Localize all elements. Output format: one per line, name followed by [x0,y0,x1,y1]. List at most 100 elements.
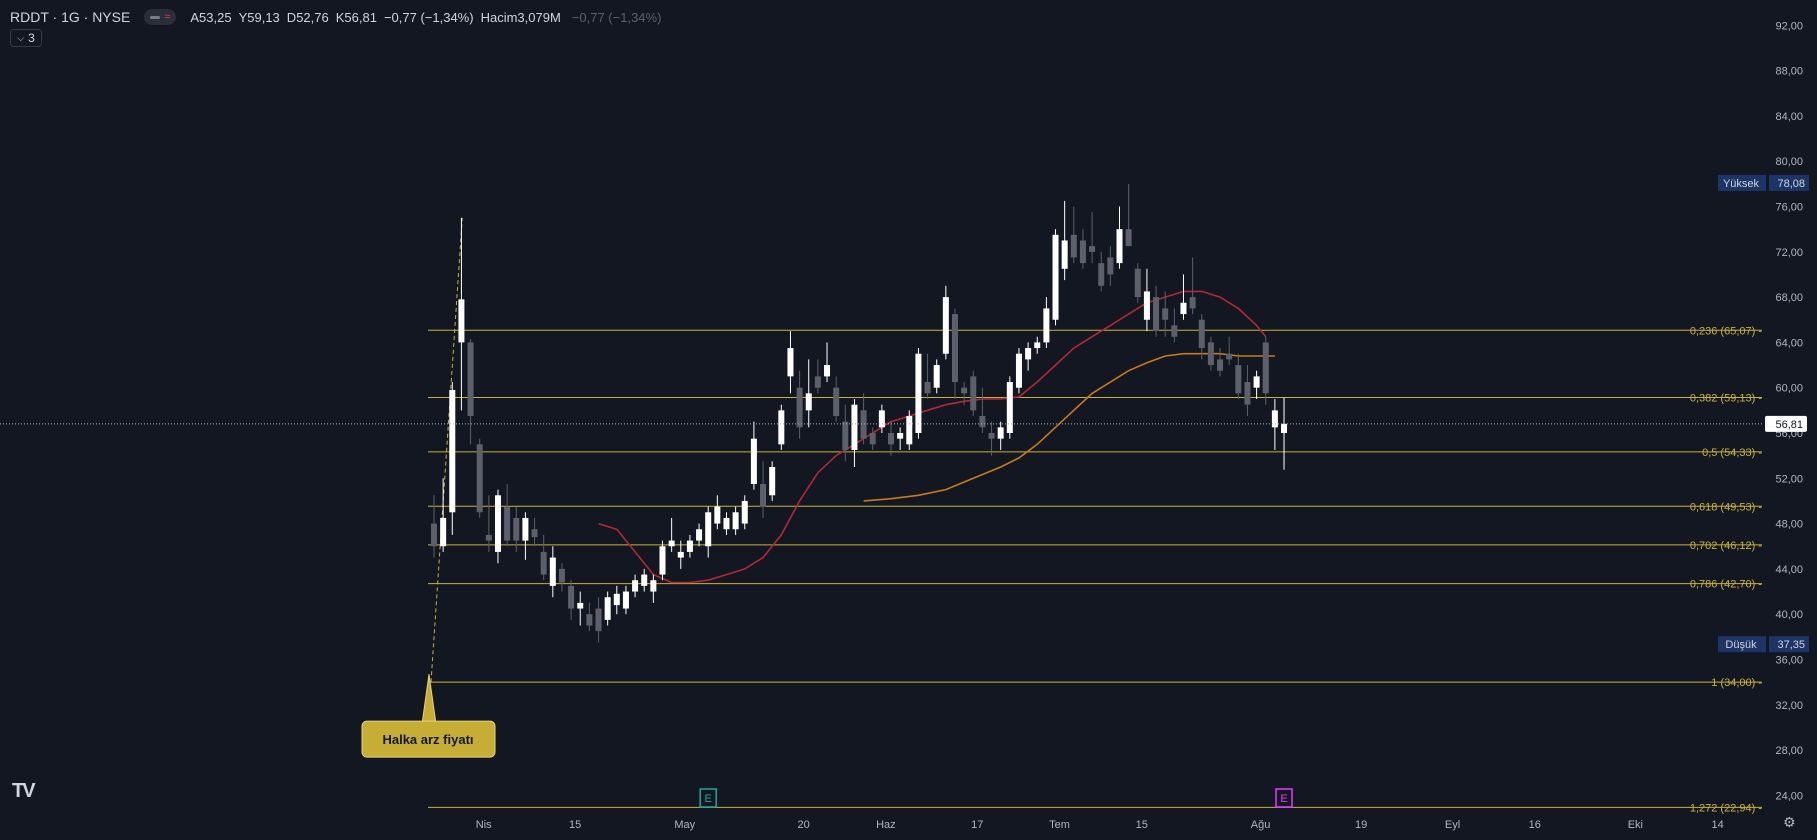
candle [924,353,931,400]
candle-body [924,382,931,394]
candle-body [906,416,913,445]
candle-body [1180,302,1187,315]
candle-body [549,557,556,586]
fibonacci-levels[interactable]: 0,236 (65,07) - 0,382 (59,13) - 0,5 (54,33… [428,325,1762,814]
candle-body [595,608,602,632]
gear-icon[interactable]: ⚙ [1783,814,1796,830]
last-price-bg [1765,415,1807,432]
candle-body [494,495,501,552]
earnings-marker[interactable]: E [699,788,717,808]
price-axis[interactable]: 24,00 28,00 32,00 36,00 40,00 44,00 48,00 52,00… [1775,20,1803,802]
candle-body [467,342,474,417]
candle-body [1098,263,1105,286]
candle-body [1281,423,1288,433]
candles [431,183,1288,643]
candle [869,427,876,450]
ipo-trendline[interactable] [430,217,463,683]
candle-body [1235,365,1242,394]
candle-body [1153,297,1160,332]
ipo-trendline-line[interactable] [430,217,463,683]
candle [558,563,565,592]
candle [778,404,785,450]
candle [1207,336,1214,371]
candle [1015,348,1022,394]
candle [1098,251,1105,292]
candle-body [851,404,858,450]
candle-body [522,517,529,541]
last-price-marker: 56,81 [1765,415,1807,432]
candle-body [769,466,776,496]
high-marker-label-bg [1718,174,1766,191]
candle-body [577,602,584,609]
last-price-value: 56,81 [1775,419,1803,431]
candle-body [1244,382,1251,405]
low-marker-value-bg [1769,636,1809,653]
candle [1226,336,1233,366]
price-tick-label: 40,00 [1775,609,1803,621]
candle-body [760,483,767,507]
minus-icon [150,15,161,19]
candle-body [1034,342,1041,349]
candle [988,421,995,456]
candle-body [1271,410,1278,428]
candle-body [1143,291,1150,320]
candle [668,517,675,552]
candle [1025,342,1032,371]
time-axis[interactable]: Nis 15 May 20 Haz 17 Tem 15 Ağu 19 Eyl 16 Eki 14 [476,819,1724,831]
candle-body [632,580,639,592]
low-value: 52,76 [296,9,329,25]
candle [760,461,767,518]
close-value: 56,81 [344,9,377,25]
earnings-marker[interactable]: E [1275,788,1293,808]
candle [714,495,721,530]
candle-body [531,529,538,538]
candle [1079,229,1086,269]
tradingview-logo-icon[interactable]: TV [12,780,36,802]
candle [659,540,666,581]
candle [933,359,940,394]
symbol-title[interactable]: RDDT · 1G · NYSE [10,9,131,25]
candle-body [988,433,995,439]
candle-body [568,585,575,609]
candle-body [1015,353,1022,388]
change-value: −0,77 (−1,34%) [383,9,474,25]
candle [897,427,904,450]
fib-level-label: 0,382 (59,13) - [1690,393,1762,405]
candle-body [449,389,456,513]
candle-body [1162,308,1169,320]
candle-body [732,512,739,530]
candle-body [897,433,904,439]
candle-body [1253,376,1260,388]
price-tick-label: 60,00 [1775,383,1803,395]
candle [613,585,620,615]
candle-body [824,365,831,377]
callout-box[interactable] [361,720,496,758]
time-tick-label: May [674,819,695,831]
candle-body [869,433,876,445]
candle-body [696,529,703,541]
low-marker-value: 37,35 [1777,639,1805,651]
candle [878,404,885,433]
candle-body [641,574,648,586]
candle-body [1198,319,1205,349]
wave-icon: ≈ [164,10,171,23]
candle-body [979,416,986,428]
candle [951,308,958,400]
ipo-callout[interactable]: Halka arz fiyatı [361,674,496,758]
candle [732,506,739,535]
candle-body [997,427,1004,439]
time-tick-label: 15 [569,819,581,831]
candle [970,370,977,417]
price-tick-label: 64,00 [1775,337,1803,349]
time-tick-label: Tem [1049,819,1070,831]
time-tick-label: 20 [797,819,809,831]
time-tick-label: Ağu [1251,819,1271,831]
indicators-toggle[interactable]: ⌵ 3 [10,29,42,47]
status-pill[interactable]: ≈ [144,9,177,25]
high-label: Y [238,9,248,25]
time-tick-label: Haz [876,819,896,831]
candle-body [933,365,940,388]
price-tick-label: 52,00 [1775,473,1803,485]
